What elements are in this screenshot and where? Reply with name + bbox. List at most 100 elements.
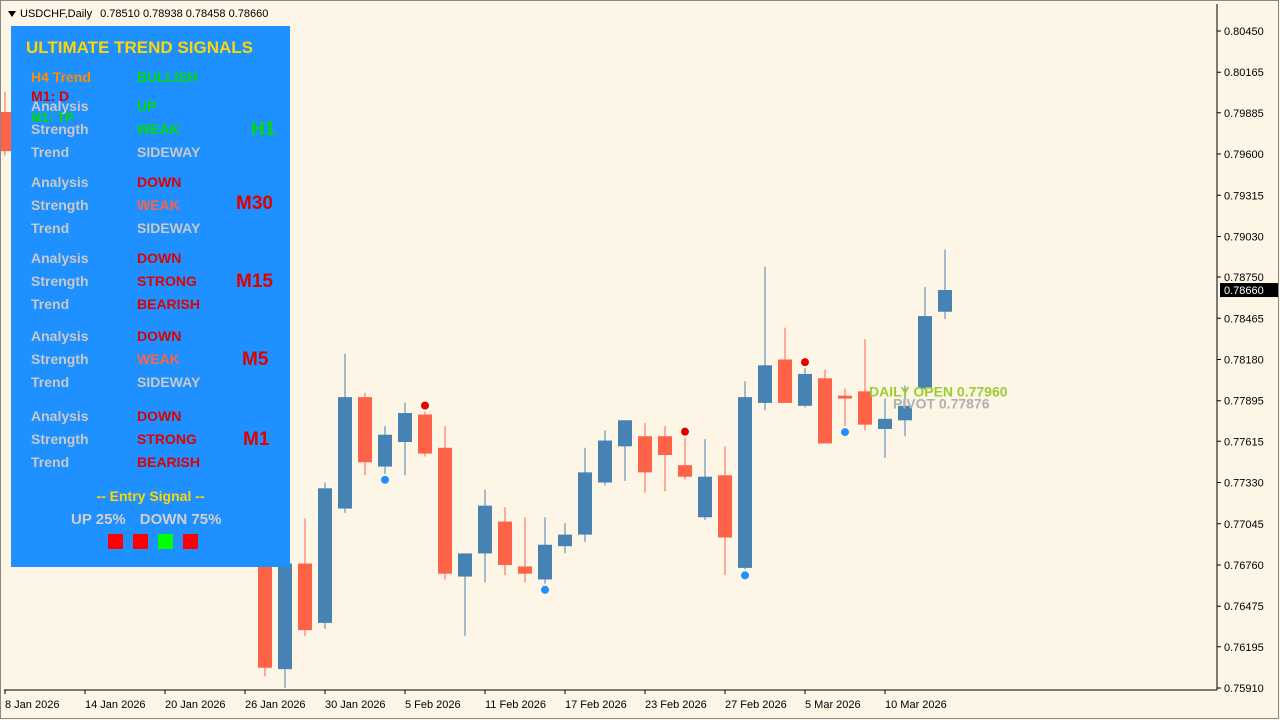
indicator-value-strength: WEAK <box>137 351 180 367</box>
bullish-candle[interactable] <box>478 505 492 554</box>
m1-overlay-tp-label: M1: TP <box>31 110 74 125</box>
time-tick-label: 10 Mar 2026 <box>885 699 947 711</box>
bearish-candle[interactable] <box>858 391 872 425</box>
price-tick-label: 0.76475 <box>1224 601 1264 613</box>
bearish-candle[interactable] <box>498 521 512 565</box>
timeframe-label-h1: H1 <box>251 119 276 140</box>
indicator-value-strength: WEAK <box>137 197 180 213</box>
indicator-label-strength: Strength <box>31 121 89 137</box>
price-tick-label: 0.79030 <box>1224 231 1264 243</box>
bullish-candle[interactable] <box>278 563 292 670</box>
time-tick-label: 5 Feb 2026 <box>405 699 461 711</box>
bullish-candle[interactable] <box>598 440 612 483</box>
indicator-label-trend: Trend <box>31 374 70 390</box>
entry-down-percent: DOWN 75% <box>139 511 222 528</box>
bullish-candle[interactable] <box>698 476 712 518</box>
bullish-candle[interactable] <box>558 534 572 547</box>
bullish-candle[interactable] <box>538 544 552 580</box>
signal-dot <box>681 427 689 436</box>
entry-signal-square <box>158 534 173 549</box>
bearish-candle[interactable] <box>518 566 532 574</box>
bullish-candle[interactable] <box>898 405 912 421</box>
signal-dot <box>541 585 549 594</box>
time-tick-label: 11 Feb 2026 <box>485 699 546 711</box>
panel-title: ULTIMATE TREND SIGNALS <box>26 38 253 57</box>
indicator-value-trend: BEARISH <box>137 296 201 312</box>
time-tick-label: 23 Feb 2026 <box>645 699 707 711</box>
indicator-label-strength: Strength <box>31 273 89 289</box>
indicator-value-strength: WEAK <box>137 121 180 137</box>
bearish-candle[interactable] <box>838 395 852 399</box>
bearish-candle[interactable] <box>678 465 692 477</box>
signal-dot <box>841 428 849 437</box>
bullish-candle[interactable] <box>878 418 892 429</box>
indicator-label-trend: Trend <box>31 454 70 470</box>
signal-dot <box>801 358 809 367</box>
time-tick-label: 26 Jan 2026 <box>245 699 306 711</box>
bearish-candle[interactable] <box>778 359 792 403</box>
entry-signal-square <box>133 534 148 549</box>
bullish-candle[interactable] <box>918 316 932 389</box>
bullish-candle[interactable] <box>458 553 472 577</box>
price-tick-label: 0.77615 <box>1224 436 1264 448</box>
entry-signal-square <box>183 534 198 549</box>
bearish-candle[interactable] <box>718 475 732 538</box>
indicator-label-analysis: Analysis <box>31 408 89 424</box>
indicator-label-strength: Strength <box>31 351 89 367</box>
trend-signals-panel-bg <box>11 26 290 567</box>
price-tick-label: 0.77045 <box>1224 519 1264 531</box>
indicator-label-analysis: Analysis <box>31 328 89 344</box>
time-tick-label: 14 Jan 2026 <box>85 699 146 711</box>
bearish-candle[interactable] <box>818 378 832 444</box>
bearish-candle[interactable] <box>418 414 432 454</box>
indicator-label-trend: Trend <box>31 296 70 312</box>
bullish-candle[interactable] <box>758 365 772 403</box>
ohlc-values: 0.78510 0.78938 0.78458 0.78660 <box>100 8 269 20</box>
bearish-candle[interactable] <box>298 563 312 631</box>
entry-signal-values: UP 25% DOWN 75% <box>71 511 235 528</box>
price-tick-label: 0.79600 <box>1224 149 1264 161</box>
indicator-label-analysis: Analysis <box>31 250 89 266</box>
bearish-candle[interactable] <box>638 436 652 473</box>
indicator-value-analysis: DOWN <box>137 328 182 344</box>
price-tick-label: 0.80450 <box>1224 26 1264 38</box>
indicator-value-analysis: UP <box>137 98 157 114</box>
bearish-candle[interactable] <box>358 397 372 463</box>
price-tick-label: 0.79315 <box>1224 190 1264 202</box>
price-tick-label: 0.77330 <box>1224 478 1264 490</box>
time-tick-label: 20 Jan 2026 <box>165 699 226 711</box>
daily-open-label: DAILY OPEN 0.77960 <box>869 383 1008 399</box>
entry-signal-title: -- Entry Signal -- <box>96 488 205 504</box>
bullish-candle[interactable] <box>738 397 752 568</box>
bearish-candle[interactable] <box>658 436 672 456</box>
bearish-candle[interactable] <box>438 447 452 574</box>
timeframe-label-m30: M30 <box>236 193 273 214</box>
bearish-candle[interactable] <box>0 112 12 152</box>
bullish-candle[interactable] <box>578 472 592 535</box>
price-tick-label: 0.79885 <box>1224 108 1264 120</box>
bullish-candle[interactable] <box>318 488 332 623</box>
indicator-label-trend: Trend <box>31 220 70 236</box>
current-price-box <box>1220 283 1278 298</box>
signal-dot <box>741 571 749 580</box>
price-tick-label: 0.75910 <box>1224 683 1264 695</box>
price-tick-label: 0.78750 <box>1224 272 1264 284</box>
timeframe-label-m1: M1 <box>243 429 270 450</box>
symbol-timeframe: USDCHF,Daily <box>20 8 93 20</box>
bullish-candle[interactable] <box>338 397 352 509</box>
bullish-candle[interactable] <box>618 420 632 447</box>
indicator-value-strength: STRONG <box>137 273 197 289</box>
indicator-value-trend: BEARISH <box>137 454 201 470</box>
bullish-candle[interactable] <box>378 434 392 467</box>
dropdown-triangle-icon[interactable] <box>8 11 16 17</box>
bullish-candle[interactable] <box>398 413 412 442</box>
bullish-candle[interactable] <box>798 373 812 406</box>
time-tick-label: 17 Feb 2026 <box>565 699 627 711</box>
entry-up-percent: UP 25% <box>71 511 126 528</box>
time-tick-label: 30 Jan 2026 <box>325 699 386 711</box>
bullish-candle[interactable] <box>938 290 952 312</box>
time-tick-label: 5 Mar 2026 <box>805 699 861 711</box>
indicator-label-trend: Trend <box>31 144 70 160</box>
